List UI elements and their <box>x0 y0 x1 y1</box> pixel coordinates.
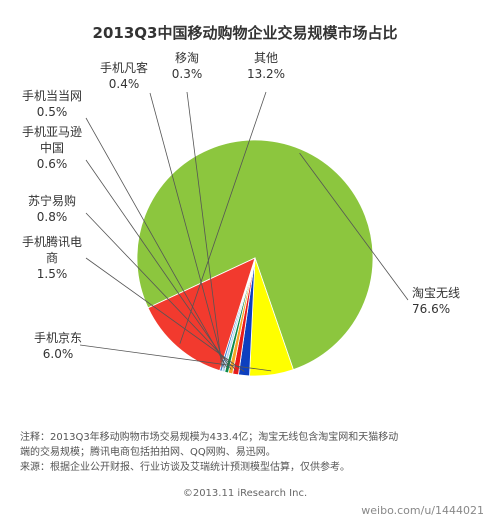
slice-label-3-line-0: 苏宁易购 <box>28 193 76 208</box>
watermark: weibo.com/u/1444021 <box>361 504 484 517</box>
leader-line-1 <box>79 344 272 372</box>
slice-label-0-line-0: 淘宝无线 <box>412 286 460 300</box>
source-line: 来源：根据企业公开财报、行业访谈及艾瑞统计预测模型估算，仅供参考。 <box>20 462 350 473</box>
slice-label-3-line-1: 0.8% <box>37 210 68 224</box>
slice-label-0-line-1: 76.6% <box>412 302 450 316</box>
slice-label-4-line-1: 中国 <box>40 140 64 155</box>
note-line-1: 注释：2013Q3年移动购物市场交易规模为433.4亿；淘宝无线包含淘宝网和天猫… <box>20 432 399 443</box>
slice-label-2-line-0: 手机腾讯电 <box>22 234 82 249</box>
slice-label-6-line-0: 手机凡客 <box>100 60 148 75</box>
leader-line-3 <box>85 212 237 371</box>
leader-line-5 <box>85 117 228 369</box>
leader-lines <box>79 91 409 372</box>
leader-line-8 <box>179 91 267 344</box>
slice-label-5-line-1: 0.5% <box>37 105 68 119</box>
slice-label-8-line-1: 13.2% <box>247 67 285 81</box>
pie-slice-0 <box>136 139 374 371</box>
leader-line-6 <box>149 92 225 368</box>
pie-slices <box>136 139 374 377</box>
slice-label-7-line-1: 0.3% <box>172 67 203 81</box>
note-line-2: 端的交易规模；腾讯电商包括拍拍网、QQ网购、易迅网。 <box>20 447 276 458</box>
slice-label-8-line-0: 其他 <box>254 51 278 65</box>
slice-label-5-line-0: 手机当当网 <box>22 89 82 103</box>
pie-slice-8 <box>147 257 256 372</box>
slice-label-4-line-0: 手机亚马逊 <box>22 125 82 139</box>
slice-label-2-line-2: 1.5% <box>37 267 68 281</box>
slice-label-1-line-1: 6.0% <box>43 347 74 361</box>
slice-label-6-line-1: 0.4% <box>109 77 140 91</box>
slice-label-1-line-0: 手机京东 <box>34 331 82 345</box>
leader-line-0 <box>299 152 409 301</box>
leader-line-7 <box>186 91 223 368</box>
copyright: ©2013.11 iResearch Inc. <box>182 488 308 499</box>
slice-label-7-line-0: 移淘 <box>175 51 199 65</box>
chart-title: 2013Q3中国移动购物企业交易规模市场占比 <box>93 24 398 42</box>
slice-label-4-line-2: 0.6% <box>37 157 68 171</box>
leader-line-4 <box>85 159 232 370</box>
slice-label-2-line-1: 商 <box>46 250 58 265</box>
